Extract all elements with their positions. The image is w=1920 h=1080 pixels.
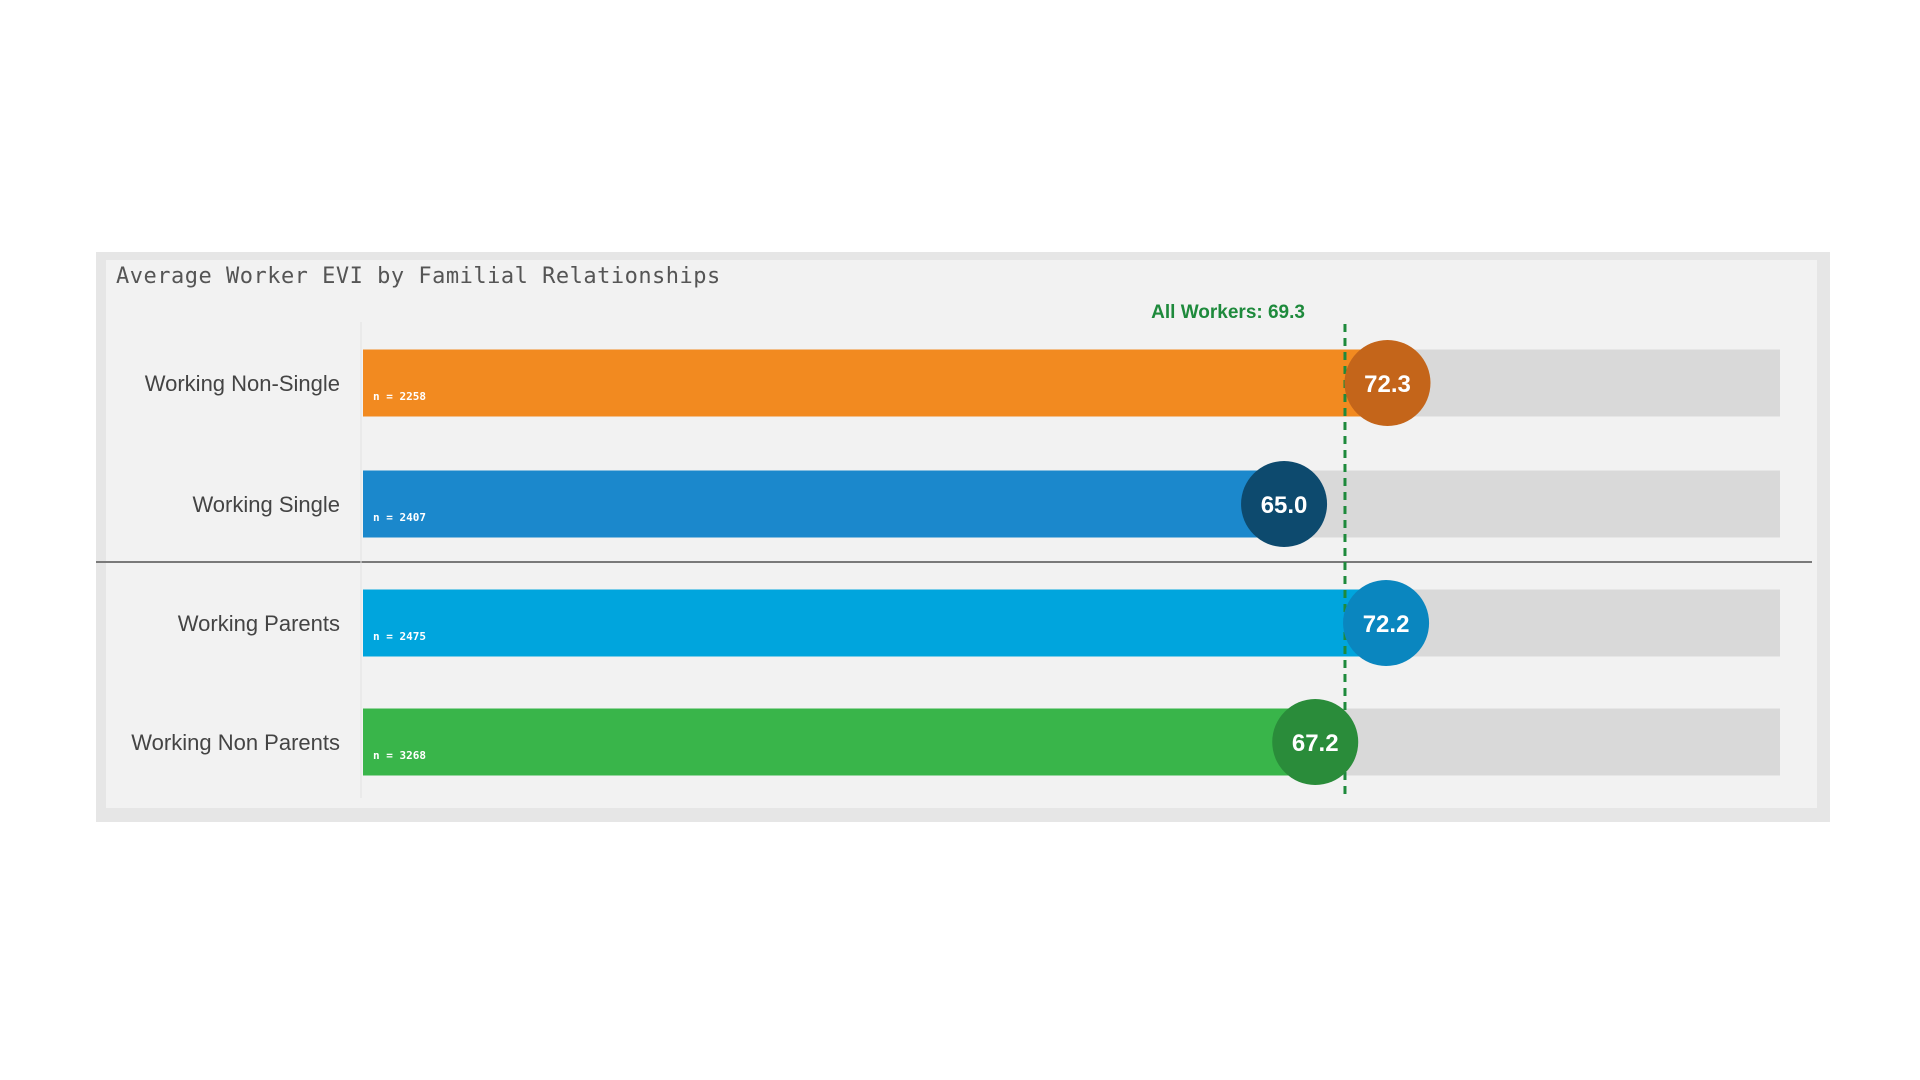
value-label: 72.3 xyxy=(1364,371,1411,398)
value-circle xyxy=(1343,580,1430,666)
category-label: Working Non-Single xyxy=(145,371,340,396)
value-label: 67.2 xyxy=(1292,730,1339,757)
n-label: n = 2258 xyxy=(373,390,426,403)
n-label: n = 2407 xyxy=(373,511,426,524)
n-label: n = 2475 xyxy=(373,630,426,643)
category-label: Working Parents xyxy=(178,611,340,636)
bar xyxy=(363,470,1285,538)
bar xyxy=(363,708,1316,776)
category-label: Working Non Parents xyxy=(131,730,340,755)
n-label: n = 3268 xyxy=(373,749,426,762)
category-label: Working Single xyxy=(192,492,340,517)
value-circle xyxy=(1272,699,1359,785)
value-label: 65.0 xyxy=(1261,492,1308,519)
value-label: 72.2 xyxy=(1363,611,1410,638)
bar xyxy=(363,589,1387,657)
value-circle xyxy=(1241,461,1328,547)
value-circle xyxy=(1344,340,1431,426)
bar xyxy=(363,349,1388,417)
reference-label: All Workers: 69.3 xyxy=(1151,302,1305,323)
chart-title: Average Worker EVI by Familial Relations… xyxy=(116,264,721,289)
